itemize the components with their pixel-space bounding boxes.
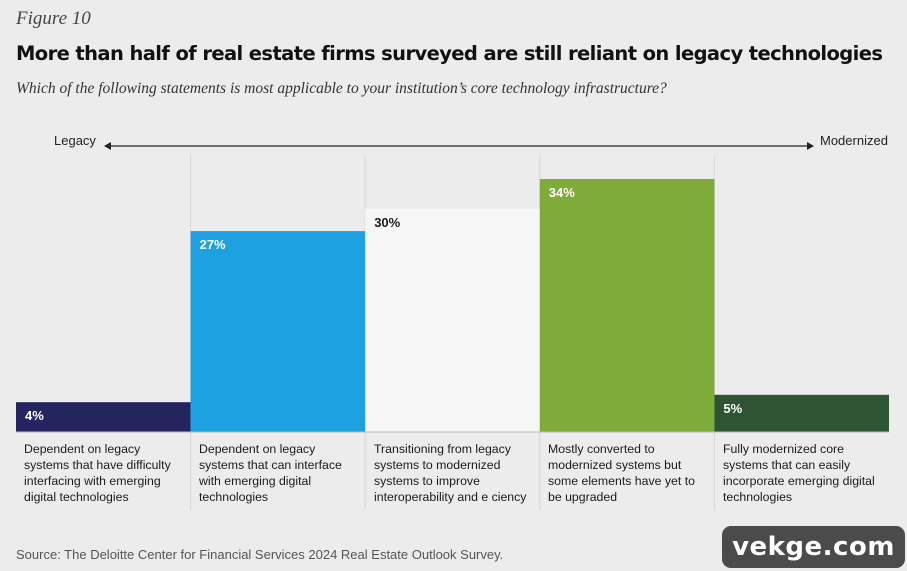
bar-4 — [539, 179, 715, 432]
bar-3 — [365, 208, 540, 432]
category-label-5: Fully modernized core systems that can e… — [723, 442, 875, 504]
bar-5 — [714, 394, 889, 432]
category-label-3: Transitioning from legacy systems to mod… — [374, 442, 527, 504]
chart-title: More than half of real estate firms surv… — [16, 42, 883, 65]
figure-label: Figure 10 — [16, 8, 91, 29]
bar-value-label-4: 34% — [549, 185, 575, 200]
bar-value-label-5: 5% — [723, 401, 742, 416]
watermark-logo: vekge.com — [722, 526, 905, 568]
axis-legacy-label: Legacy — [54, 133, 96, 148]
bar-1 — [16, 402, 191, 432]
category-label-1: Dependent on legacy systems that have di… — [24, 442, 171, 504]
bar-2 — [190, 231, 366, 432]
bar-value-label-1: 4% — [25, 408, 44, 423]
bar-value-label-3: 30% — [374, 215, 400, 230]
category-label-2: Dependent on legacy systems that can int… — [199, 442, 342, 504]
legacy-to-modernized-arrow — [104, 142, 814, 150]
axis-modernized-label: Modernized — [820, 133, 888, 148]
chart-subtitle: Which of the following statements is mos… — [16, 80, 667, 97]
source-note: Source: The Deloitte Center for Financia… — [16, 547, 504, 562]
bar-value-label-2: 27% — [200, 237, 226, 252]
category-label-4: Mostly converted to modernized systems b… — [548, 442, 695, 504]
